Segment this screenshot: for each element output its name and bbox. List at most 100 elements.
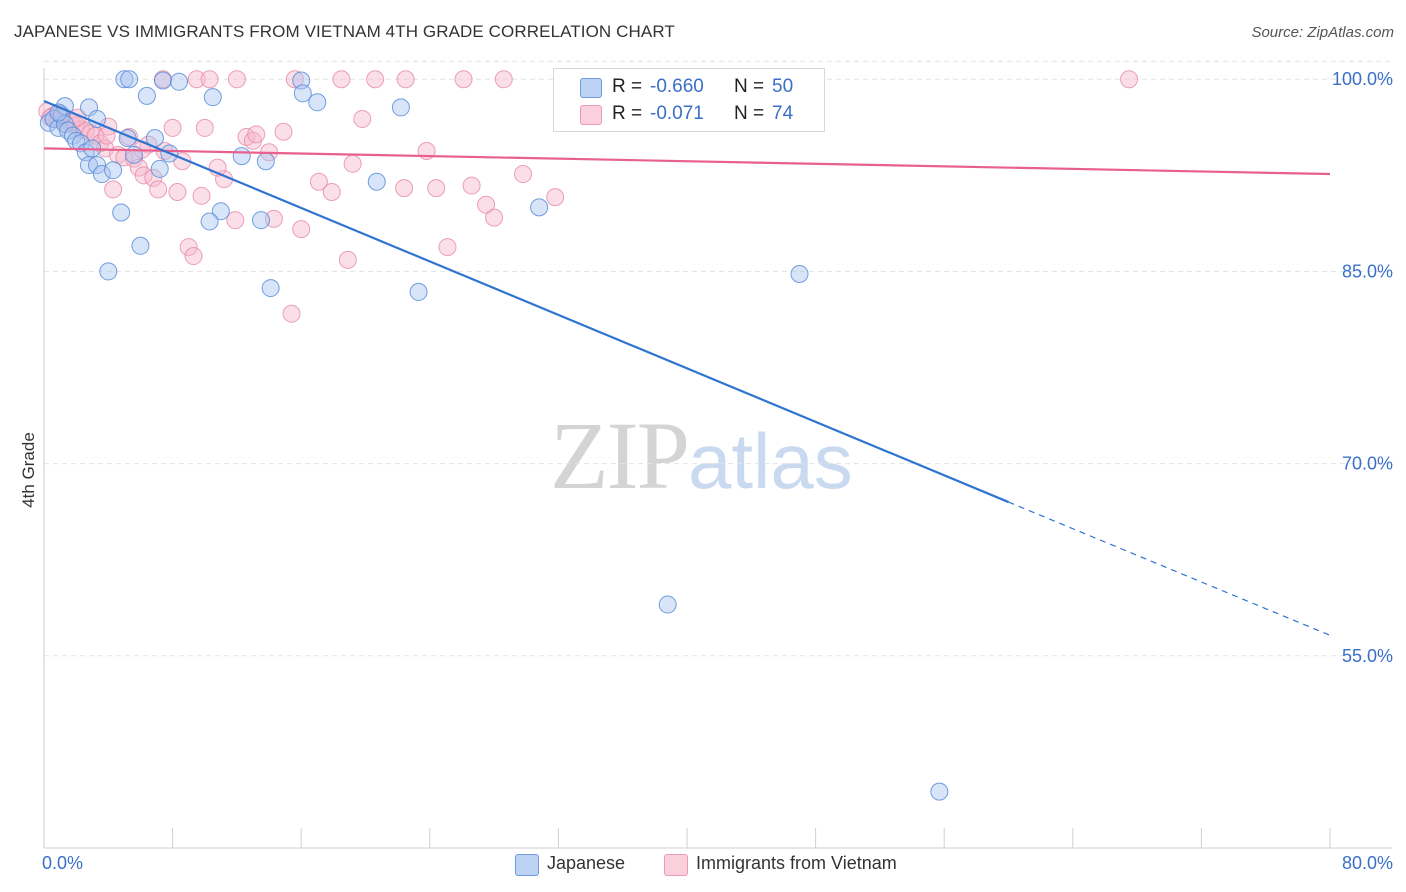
tick-labels: 55.0% 70.0% 85.0% 100.0% 0.0% 80.0%: [42, 69, 1393, 873]
japanese-swatch: [515, 854, 539, 876]
vietnam-point: [192, 186, 211, 205]
vietnam-point: [104, 180, 123, 199]
japanese-point: [115, 70, 134, 89]
japanese-point: [790, 264, 809, 283]
vietnam-point: [247, 125, 266, 144]
vietnam-point: [285, 70, 304, 89]
japanese-point: [252, 211, 271, 230]
stats-legend: R = -0.660 N = 50 R = -0.071 N = 74: [553, 68, 825, 132]
vietnam-point: [322, 182, 341, 201]
vietnam-point: [353, 109, 372, 128]
japanese-point: [137, 86, 156, 105]
n-value: 74: [772, 103, 794, 124]
vietnam-point: [494, 70, 513, 89]
n-value: 50: [772, 76, 794, 97]
chart-title: JAPANESE VS IMMIGRANTS FROM VIETNAM 4TH …: [14, 22, 675, 41]
vietnam-point: [179, 238, 198, 257]
vietnam-point: [462, 176, 481, 195]
r-label: R =: [612, 76, 643, 97]
y-tick-label: 70.0%: [1342, 454, 1393, 474]
r-label: R =: [612, 103, 643, 124]
stats-row-japanese: R = -0.660 N = 50: [554, 73, 824, 101]
japanese-point: [211, 202, 230, 221]
vietnam-point: [395, 179, 414, 198]
japanese-point: [131, 236, 150, 255]
legend-label: Immigrants from Vietnam: [696, 853, 897, 873]
japanese-trend-extension: [1008, 501, 1331, 636]
japanese-trend-line: [43, 99, 1009, 504]
japanese-point: [99, 262, 118, 281]
japanese-point: [232, 147, 251, 166]
japanese-point: [391, 98, 410, 117]
y-tick-label: 55.0%: [1342, 646, 1393, 666]
vietnam-point: [187, 70, 206, 89]
japanese-point: [120, 70, 139, 89]
r-value: -0.071: [650, 103, 704, 124]
vietnam-point: [292, 220, 311, 239]
stats-row-vietnam: R = -0.071 N = 74: [554, 100, 824, 128]
japanese-point: [200, 212, 219, 231]
chart-source: Source: ZipAtlas.com: [1251, 24, 1394, 41]
japanese-point: [261, 279, 280, 298]
japanese-point: [203, 88, 222, 107]
vietnam-point: [343, 154, 362, 173]
y-tick-label: 85.0%: [1342, 261, 1393, 281]
japanese-point: [112, 203, 131, 222]
vietnam-point: [366, 70, 385, 89]
vietnam-point: [184, 247, 203, 266]
vietnam-point: [163, 118, 182, 137]
y-axis-label: 4th Grade: [19, 432, 38, 508]
japanese-swatch: [580, 78, 602, 98]
japanese-point: [104, 161, 123, 180]
vietnam-point: [274, 122, 293, 141]
japanese-point: [930, 782, 949, 801]
vietnam-point: [438, 238, 457, 257]
watermark-zip: ZIP: [550, 402, 690, 509]
vietnam-point: [226, 211, 245, 230]
vietnam-point: [149, 180, 168, 199]
trend-lines: [43, 99, 1331, 636]
watermark: ZIPatlas: [550, 400, 853, 511]
n-label: N =: [734, 103, 765, 124]
series-japanese-points: [39, 70, 949, 801]
japanese-point: [530, 198, 549, 217]
vietnam-swatch: [580, 105, 602, 125]
x-tick-label: 0.0%: [42, 853, 83, 873]
japanese-point: [71, 134, 90, 153]
series-legend: Japanese Immigrants from Vietnam: [0, 852, 1406, 878]
watermark-atlas: atlas: [688, 417, 853, 505]
japanese-point: [92, 165, 111, 184]
japanese-point: [308, 93, 327, 112]
vietnam-point: [338, 250, 357, 269]
vietnam-point: [309, 172, 328, 191]
japanese-point: [256, 152, 275, 171]
legend-label: Japanese: [547, 853, 626, 873]
axis-layer: [43, 68, 1392, 849]
vietnam-point: [427, 179, 446, 198]
japanese-point: [409, 282, 428, 301]
vietnam-point: [1120, 70, 1139, 89]
japanese-point: [88, 156, 107, 175]
vietnam-point: [282, 304, 301, 323]
vietnam-point: [144, 168, 163, 187]
x-tick-label: 80.0%: [1342, 853, 1393, 873]
vietnam-point: [477, 195, 496, 214]
vietnam-point: [485, 208, 504, 227]
vietnam-swatch: [664, 854, 688, 876]
japanese-point: [150, 159, 169, 178]
japanese-point: [170, 72, 189, 91]
vietnam-point: [332, 70, 351, 89]
vietnam-point: [195, 118, 214, 137]
japanese-point: [293, 84, 312, 103]
vietnam-point: [514, 165, 533, 184]
r-value: -0.660: [650, 76, 704, 97]
n-label: N =: [734, 76, 765, 97]
vietnam-point: [168, 182, 187, 201]
vietnam-point: [454, 70, 473, 89]
japanese-point: [367, 172, 386, 191]
vietnam-point: [227, 70, 246, 89]
vietnam-trend-line: [43, 147, 1331, 176]
vietnam-point: [264, 209, 283, 228]
vietnam-point: [546, 188, 565, 207]
